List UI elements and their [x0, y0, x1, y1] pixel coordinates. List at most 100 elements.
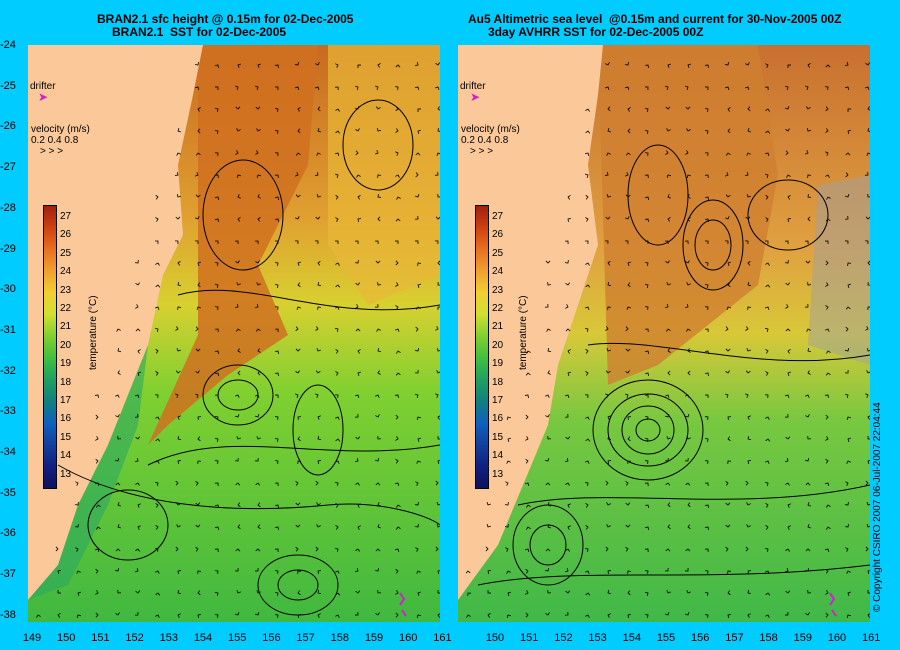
velocity-arrow: [357, 218, 362, 223]
velocity-arrow: [865, 546, 869, 552]
velocity-arrow: [865, 62, 870, 66]
velocity-arrow: [585, 438, 591, 442]
velocity-arrow: [785, 548, 790, 552]
velocity-arrow: [177, 306, 182, 311]
velocity-arrow: [115, 548, 121, 552]
velocity-arrow: [625, 194, 631, 198]
velocity-arrow: [867, 415, 870, 420]
velocity-arrow: [666, 128, 671, 132]
velocity-arrow: [685, 106, 691, 110]
velocity-arrow: [297, 261, 301, 266]
velocity-arrow: [236, 590, 241, 594]
velocity-arrow: [415, 547, 419, 552]
velocity-arrow: [237, 63, 241, 68]
velocity-arrow: [844, 61, 849, 67]
velocity-arrow: [195, 546, 199, 552]
velocity-arrow: [867, 193, 870, 198]
velocity-arrow: [297, 590, 301, 596]
velocity-arrow: [807, 193, 812, 198]
velocity-arrow: [317, 128, 321, 133]
velocity-arrow: [545, 414, 550, 418]
velocity-arrow: [237, 502, 241, 508]
velocity-arrow: [437, 435, 440, 440]
velocity-arrow: [805, 414, 810, 418]
velocity-arrow: [644, 591, 649, 597]
colorbar-tick-label: 25: [492, 247, 504, 259]
velocity-arrow: [235, 414, 240, 418]
velocity-arrow: [154, 548, 159, 553]
velocity-arrow: [865, 326, 869, 331]
colorbar-tick-label: 18: [492, 376, 504, 388]
velocity-arrow: [765, 525, 769, 530]
velocity-arrow: [295, 86, 300, 90]
velocity-arrow: [377, 174, 382, 179]
velocity-arrow: [235, 548, 241, 552]
velocity-arrow: [135, 548, 140, 552]
velocity-arrow: [666, 436, 671, 440]
velocity-arrow: [237, 348, 241, 353]
velocity-arrow: [746, 502, 751, 506]
colorbar-tick-label: 17: [492, 395, 504, 406]
velocity-arrow: [784, 611, 789, 616]
left-sst-map: [28, 45, 440, 622]
velocity-arrow: [437, 281, 440, 286]
velocity-arrow: [644, 129, 649, 135]
velocity-arrow: [667, 194, 671, 199]
colorbar-tick-label: 20: [60, 339, 72, 351]
velocity-arrow: [825, 151, 829, 156]
velocity-arrow: [414, 347, 420, 352]
velocity-arrow: [665, 106, 671, 110]
velocity-arrow: [414, 215, 419, 220]
velocity-arrow: [357, 349, 361, 354]
velocity-arrow: [335, 416, 340, 420]
velocity-arrow: [644, 108, 649, 113]
velocity-arrow: [585, 173, 589, 178]
velocity-arrow: [177, 570, 182, 575]
velocity-arrow: [315, 62, 320, 66]
velocity-arrow: [565, 304, 569, 309]
velocity-arrow: [137, 349, 141, 354]
velocity-arrow: [607, 260, 611, 266]
velocity-arrow: [704, 591, 709, 597]
velocity-arrow: [585, 570, 590, 574]
velocity-arrow: [547, 502, 551, 507]
velocity-arrow: [847, 108, 852, 113]
velocity-arrow: [524, 394, 529, 399]
velocity-arrow: [417, 437, 421, 442]
velocity-arrow: [525, 414, 529, 420]
velocity-arrow: [844, 215, 849, 220]
velocity-arrow: [175, 546, 179, 552]
velocity-arrow: [95, 436, 99, 441]
colorbar-tick-label: 17: [60, 395, 72, 406]
velocity-arrow: [785, 482, 790, 486]
x-tick-label-left: 157: [296, 632, 315, 644]
velocity-arrow: [274, 196, 279, 201]
x-tick-label-left: 153: [159, 632, 178, 644]
velocity-arrow: [845, 152, 851, 156]
velocity-arrow: [765, 503, 769, 508]
velocity-arrow: [664, 240, 669, 245]
velocity-arrow: [825, 218, 831, 222]
velocity-arrow: [234, 567, 239, 572]
colorbar-tick-label: 24: [60, 266, 72, 278]
velocity-arrow: [824, 394, 829, 399]
velocity-arrow: [807, 216, 811, 222]
velocity-arrow: [644, 152, 649, 157]
velocity-arrow: [355, 106, 360, 110]
velocity-arrow: [256, 128, 261, 132]
left-colorbar: [43, 205, 57, 489]
velocity-arrow: [585, 371, 589, 376]
velocity-arrow: [376, 127, 382, 132]
velocity-arrow: [315, 86, 320, 90]
colorbar-tick-label: 26: [60, 229, 72, 241]
velocity-arrow: [704, 372, 709, 377]
velocity-arrow: [745, 370, 751, 374]
velocity-arrow: [235, 85, 239, 90]
velocity-arrow: [134, 413, 139, 418]
velocity-arrow: [335, 194, 339, 200]
velocity-arrow: [825, 568, 829, 574]
velocity-arrow: [727, 460, 732, 465]
velocity-arrow: [377, 524, 381, 529]
colorbar-tick-label: 22: [492, 303, 504, 314]
velocity-arrow: [825, 504, 831, 508]
